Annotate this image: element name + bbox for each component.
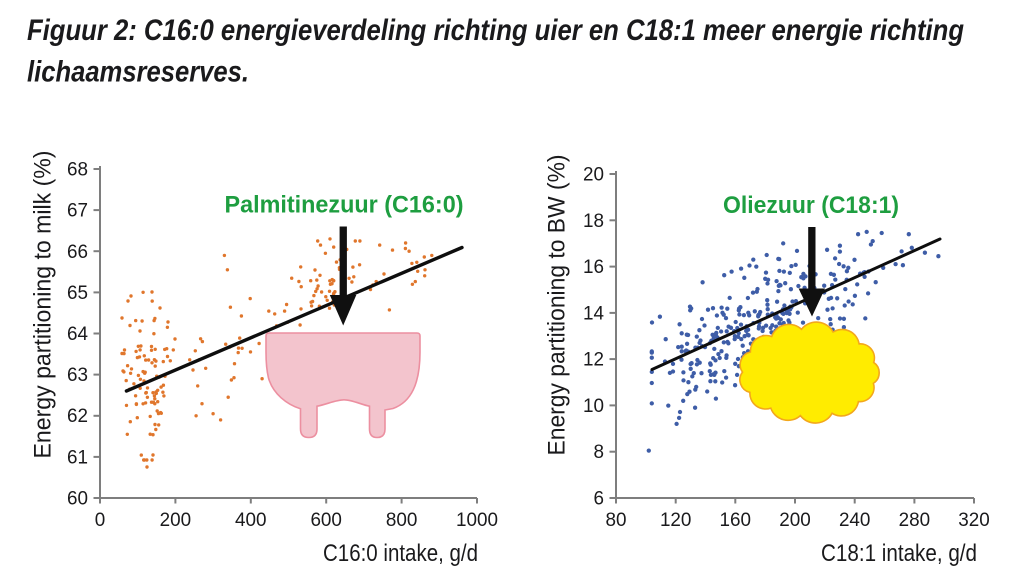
svg-text:65: 65 xyxy=(67,283,88,304)
svg-text:600: 600 xyxy=(310,510,342,531)
svg-text:68: 68 xyxy=(67,160,88,181)
svg-text:8: 8 xyxy=(594,442,605,463)
svg-text:60: 60 xyxy=(67,489,88,510)
svg-text:67: 67 xyxy=(67,201,88,222)
svg-text:Energy partitioning to BW (%): Energy partitioning to BW (%) xyxy=(544,155,571,456)
svg-text:Energy partitioning to milk (%: Energy partitioning to milk (%) xyxy=(30,151,57,459)
svg-text:64: 64 xyxy=(67,324,88,345)
svg-text:240: 240 xyxy=(839,510,871,531)
svg-text:Figuur 2: C16:0 energieverdeli: Figuur 2: C16:0 energieverdeling richtin… xyxy=(27,14,964,47)
svg-text:1000: 1000 xyxy=(456,510,498,531)
svg-text:10: 10 xyxy=(583,396,604,417)
svg-text:800: 800 xyxy=(386,510,418,531)
svg-text:66: 66 xyxy=(67,242,88,263)
svg-text:62: 62 xyxy=(67,406,88,427)
svg-text:20: 20 xyxy=(583,165,604,186)
svg-text:280: 280 xyxy=(899,510,931,531)
svg-text:0: 0 xyxy=(95,510,106,531)
svg-text:C18:1 intake, g/d: C18:1 intake, g/d xyxy=(821,540,977,567)
svg-text:18: 18 xyxy=(583,211,604,232)
svg-text:320: 320 xyxy=(958,510,990,531)
svg-text:200: 200 xyxy=(160,510,192,531)
svg-text:120: 120 xyxy=(660,510,692,531)
svg-text:lichaamsreserves.: lichaamsreserves. xyxy=(27,56,249,89)
svg-text:160: 160 xyxy=(720,510,752,531)
svg-text:400: 400 xyxy=(235,510,267,531)
svg-text:C16:0 intake, g/d: C16:0 intake, g/d xyxy=(323,540,478,567)
svg-text:Palmitinezuur (C16:0): Palmitinezuur (C16:0) xyxy=(225,192,464,219)
svg-text:14: 14 xyxy=(583,303,604,324)
svg-text:16: 16 xyxy=(583,257,604,278)
svg-text:Oliezuur (C18:1): Oliezuur (C18:1) xyxy=(723,192,899,219)
svg-text:200: 200 xyxy=(779,510,811,531)
svg-text:80: 80 xyxy=(606,510,627,531)
svg-text:61: 61 xyxy=(67,447,88,468)
svg-text:6: 6 xyxy=(594,489,605,510)
svg-text:12: 12 xyxy=(583,350,604,371)
svg-text:63: 63 xyxy=(67,365,88,386)
